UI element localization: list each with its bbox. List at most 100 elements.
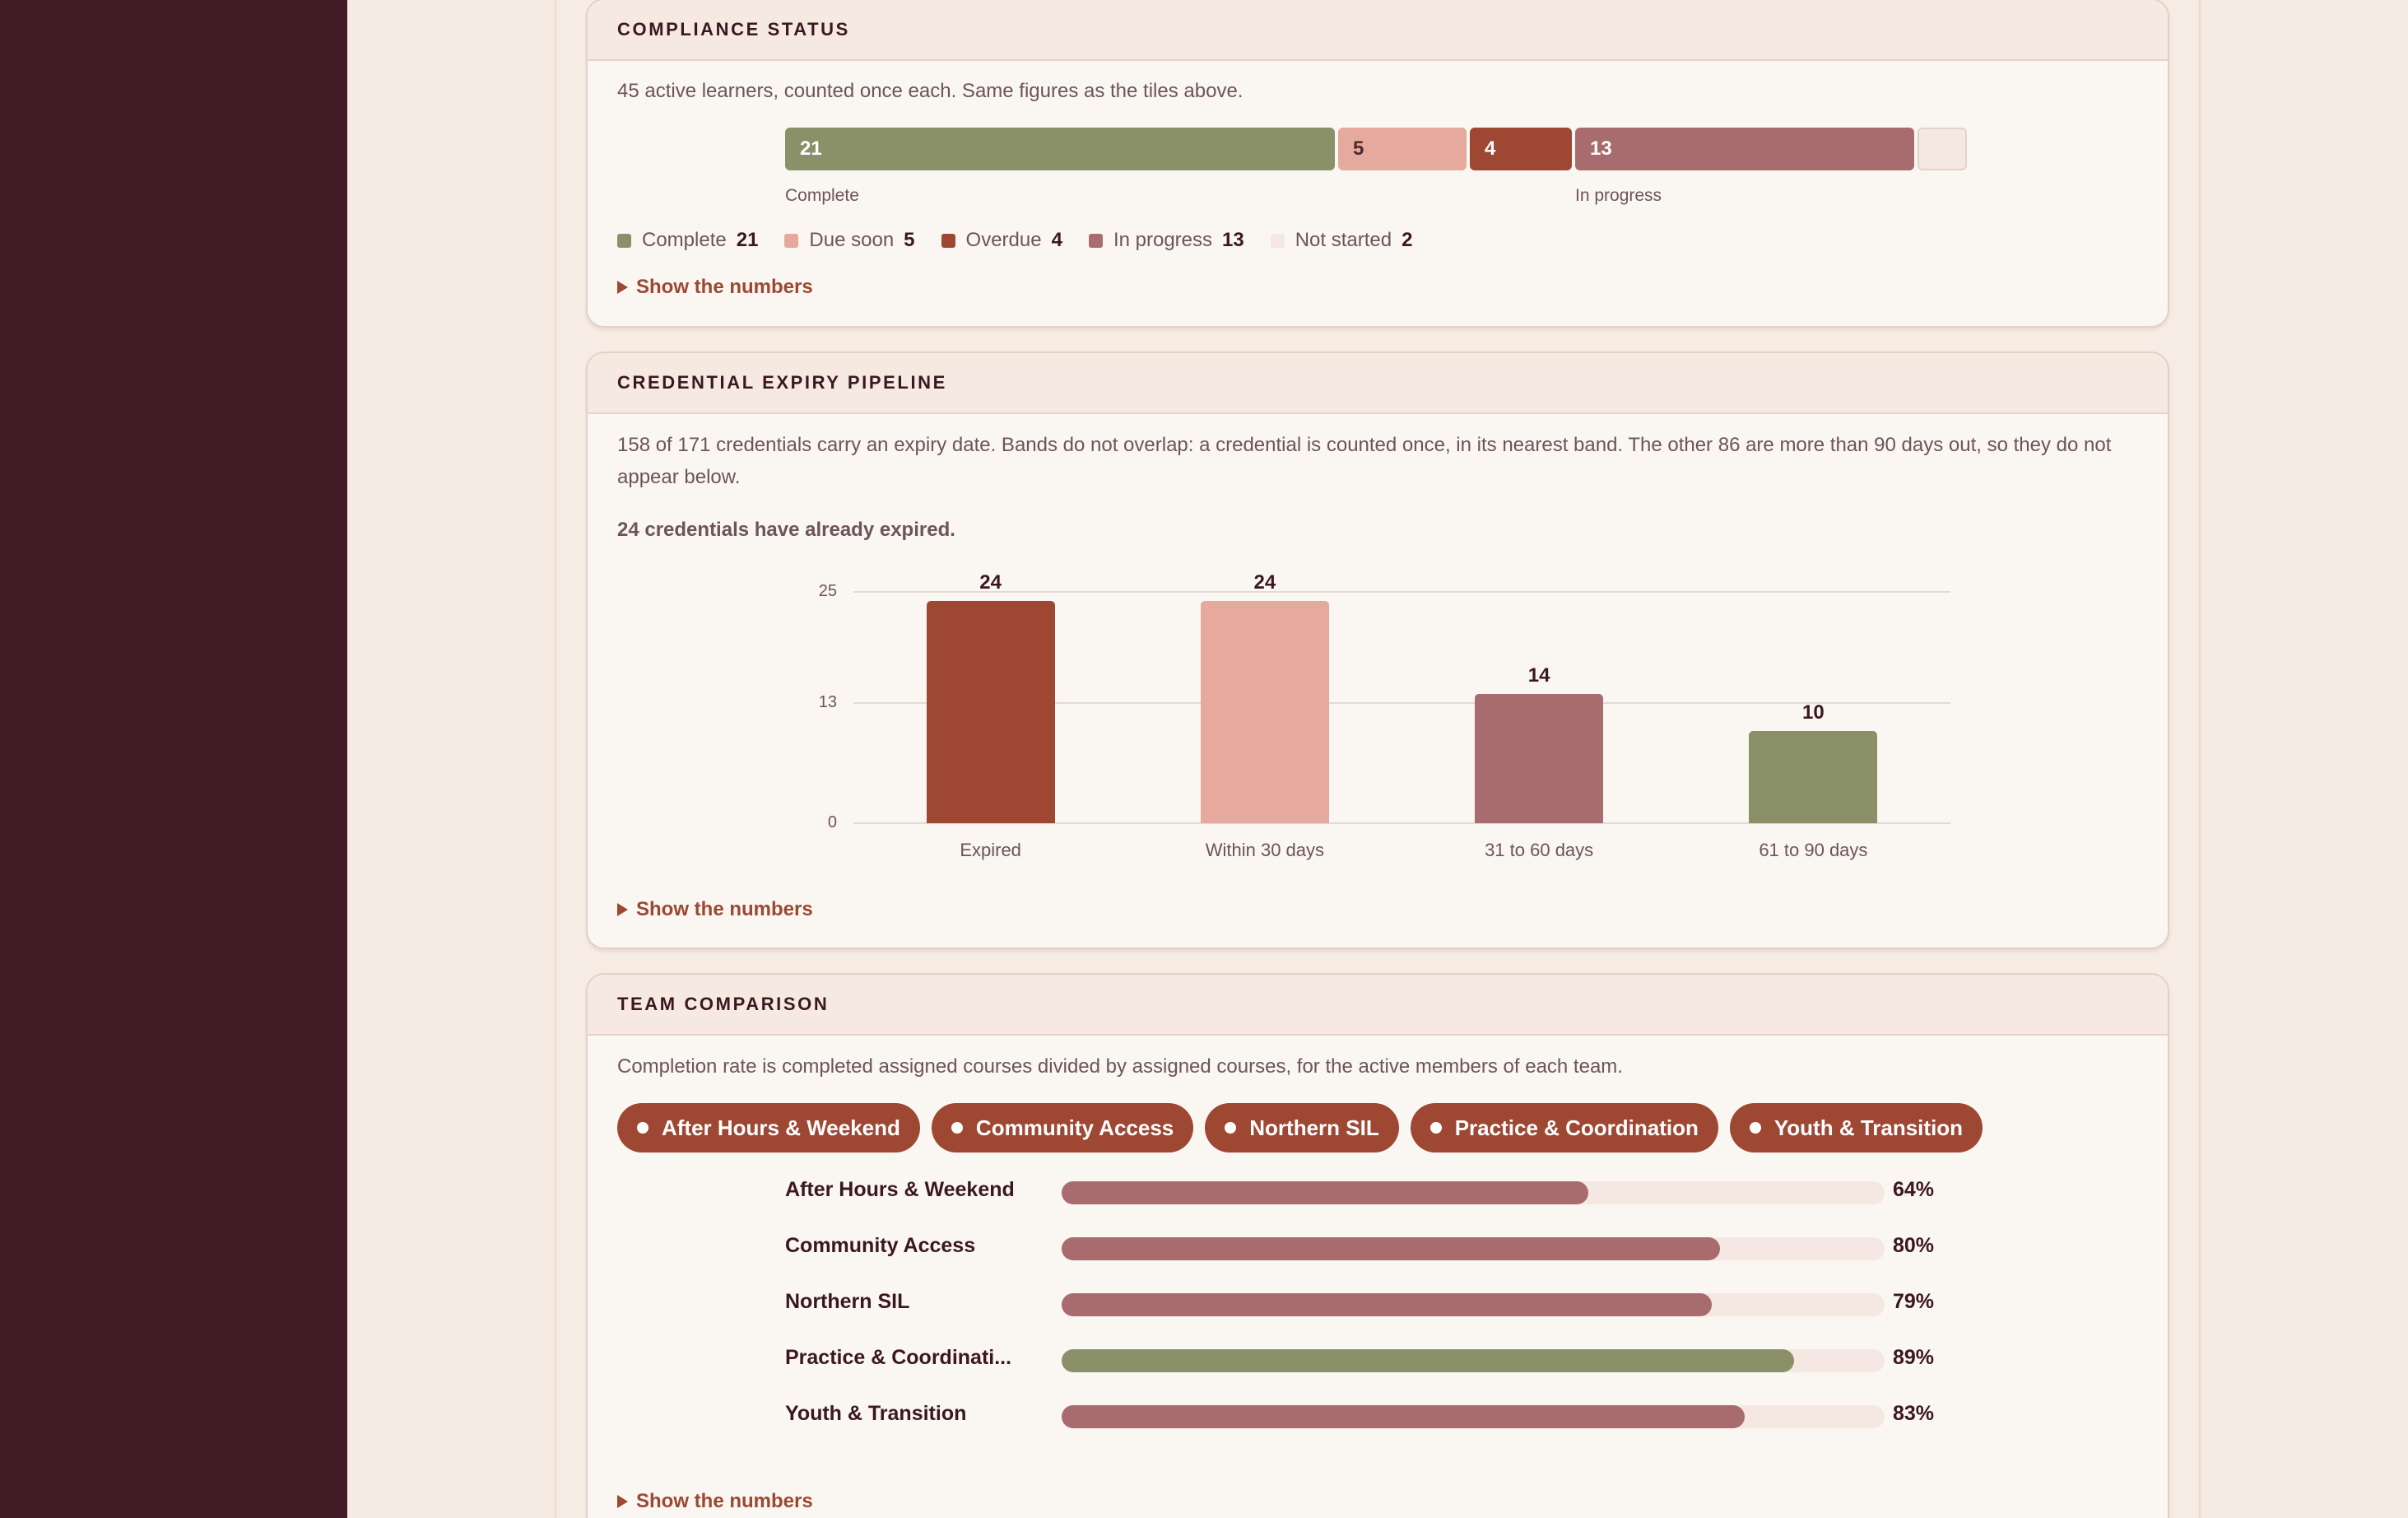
x-category-label: 31 to 60 days: [1485, 840, 1594, 860]
legend-label: Overdue: [965, 229, 1042, 251]
compliance-show-numbers-link[interactable]: Show the numbers: [617, 276, 813, 299]
completion-fill: [1062, 1293, 1712, 1316]
dot-icon: [951, 1122, 963, 1134]
status-segment-complete[interactable]: 21: [785, 128, 1335, 170]
compliance-status-title: COMPLIANCE STATUS: [617, 19, 850, 40]
bar-value-label: 10: [1802, 701, 1825, 724]
x-category-label: 61 to 90 days: [1759, 840, 1868, 860]
team-chip[interactable]: Youth & Transition: [1729, 1103, 1983, 1152]
legend-swatch: [617, 233, 631, 248]
disclosure-triangle-icon: [617, 1495, 628, 1508]
team-row: Youth & Transition 83%: [785, 1397, 1937, 1430]
disclosure-triangle-icon: [617, 903, 628, 916]
team-name: Community Access: [785, 1234, 976, 1257]
completion-percent: 89%: [1893, 1346, 1935, 1369]
completion-percent: 80%: [1893, 1234, 1935, 1257]
show-numbers-label: Show the numbers: [636, 1490, 813, 1512]
completion-track: [1062, 1181, 1885, 1204]
legend-swatch: [784, 233, 799, 248]
team-chip-label: Community Access: [975, 1115, 1174, 1140]
segment-count: 13: [1590, 137, 1612, 160]
legend-swatch: [941, 233, 955, 248]
pipeline-show-numbers-link[interactable]: Show the numbers: [617, 898, 813, 921]
legend-count: 4: [1051, 229, 1062, 251]
bar-value-label: 24: [979, 571, 1002, 594]
compliance-description: 45 active learners, counted once each. S…: [617, 80, 1244, 102]
completion-fill: [1062, 1237, 1720, 1260]
gridline: [853, 701, 1950, 704]
completion-fill: [1062, 1349, 1794, 1372]
status-segment-overdue[interactable]: 4: [1470, 128, 1572, 170]
legend-count: 21: [736, 229, 759, 251]
team-row: Community Access 80%: [785, 1229, 1937, 1262]
compliance-stacked-bar: 21 5 4 13: [785, 128, 1970, 170]
gridline: [853, 822, 1950, 824]
legend-item-in_progress: In progress 13: [1088, 229, 1244, 252]
bar-61-to-90-days[interactable]: [1749, 730, 1878, 823]
team-chip[interactable]: Practice & Coordination: [1410, 1103, 1718, 1152]
y-tick-label: 25: [818, 582, 837, 600]
bar-label-complete: Complete: [785, 186, 859, 205]
segment-count: 21: [800, 137, 822, 160]
legend-label: Due soon: [809, 229, 895, 251]
team-row: Practice & Coordinati... 89%: [785, 1341, 1937, 1374]
status-segment-in_progress[interactable]: 13: [1575, 128, 1914, 170]
team-chip[interactable]: Community Access: [931, 1103, 1194, 1152]
team-comparison-header: TEAM COMPARISON: [588, 975, 2168, 1036]
team-comparison-title: TEAM COMPARISON: [617, 994, 830, 1014]
bar-within-30-days[interactable]: [1200, 601, 1329, 823]
bar-value-label: 14: [1527, 664, 1550, 687]
credential-expiry-title: CREDENTIAL EXPIRY PIPELINE: [617, 372, 947, 393]
legend-count: 2: [1402, 229, 1413, 251]
team-chip[interactable]: After Hours & Weekend: [617, 1103, 920, 1152]
legend-count: 5: [904, 229, 915, 251]
team-chip[interactable]: Northern SIL: [1205, 1103, 1399, 1152]
gridline: [853, 591, 1950, 593]
legend-swatch: [1088, 233, 1103, 248]
expiry-bar-chart: 0 13 25 24 Expired 24 Within 30 days 14 31 to 60…: [588, 353, 2168, 948]
team-name: Northern SIL: [785, 1290, 910, 1313]
legend-item-not_started: Not started 2: [1270, 229, 1413, 252]
segment-count: 4: [1485, 137, 1496, 160]
show-numbers-label: Show the numbers: [636, 276, 813, 298]
bar-31-to-60-days[interactable]: [1475, 693, 1604, 823]
legend-label: In progress: [1113, 229, 1213, 251]
completion-percent: 83%: [1893, 1402, 1935, 1425]
completion-fill: [1062, 1181, 1588, 1204]
dot-icon: [637, 1122, 648, 1134]
status-segment-due_soon[interactable]: 5: [1338, 128, 1467, 170]
legend-label: Not started: [1295, 229, 1392, 251]
legend-item-due_soon: Due soon 5: [784, 229, 915, 252]
show-numbers-label: Show the numbers: [636, 898, 813, 920]
completion-fill: [1062, 1405, 1745, 1428]
x-category-label: Within 30 days: [1205, 840, 1325, 860]
completion-track: [1062, 1293, 1885, 1316]
team-name: Youth & Transition: [785, 1402, 967, 1425]
completion-track: [1062, 1349, 1885, 1372]
completion-track: [1062, 1405, 1885, 1428]
compliance-status-panel: COMPLIANCE STATUS 45 active learners, co…: [586, 0, 2169, 328]
completion-track: [1062, 1237, 1885, 1260]
team-chip-label: After Hours & Weekend: [662, 1115, 900, 1140]
compliance-status-header: COMPLIANCE STATUS: [588, 0, 2168, 61]
segment-count: 5: [1353, 137, 1364, 160]
completion-percent: 64%: [1893, 1178, 1935, 1201]
bar-value-label: 24: [1253, 571, 1276, 594]
team-description: Completion rate is completed assigned co…: [617, 1055, 1623, 1078]
team-row: Northern SIL 79%: [785, 1285, 1937, 1318]
legend-count: 13: [1222, 229, 1244, 251]
x-category-label: Expired: [960, 840, 1021, 860]
team-comparison-panel: TEAM COMPARISON Completion rate is compl…: [586, 973, 2169, 1518]
pipeline-description: 158 of 171 credentials carry an expiry d…: [617, 434, 2112, 488]
status-segment-not_started[interactable]: [1918, 128, 1967, 170]
dot-icon: [1429, 1122, 1442, 1134]
team-show-numbers-link[interactable]: Show the numbers: [617, 1490, 813, 1513]
bar-expired[interactable]: [926, 601, 1055, 823]
legend-item-complete: Complete 21: [617, 229, 758, 252]
disclosure-triangle-icon: [617, 281, 628, 294]
expired-note: 24 credentials have already expired.: [617, 519, 955, 541]
team-chip-label: Youth & Transition: [1773, 1115, 1964, 1140]
team-chip-label: Northern SIL: [1249, 1115, 1379, 1140]
team-name: Practice & Coordinati...: [785, 1346, 1012, 1369]
team-row: After Hours & Weekend 64%: [785, 1173, 1937, 1206]
